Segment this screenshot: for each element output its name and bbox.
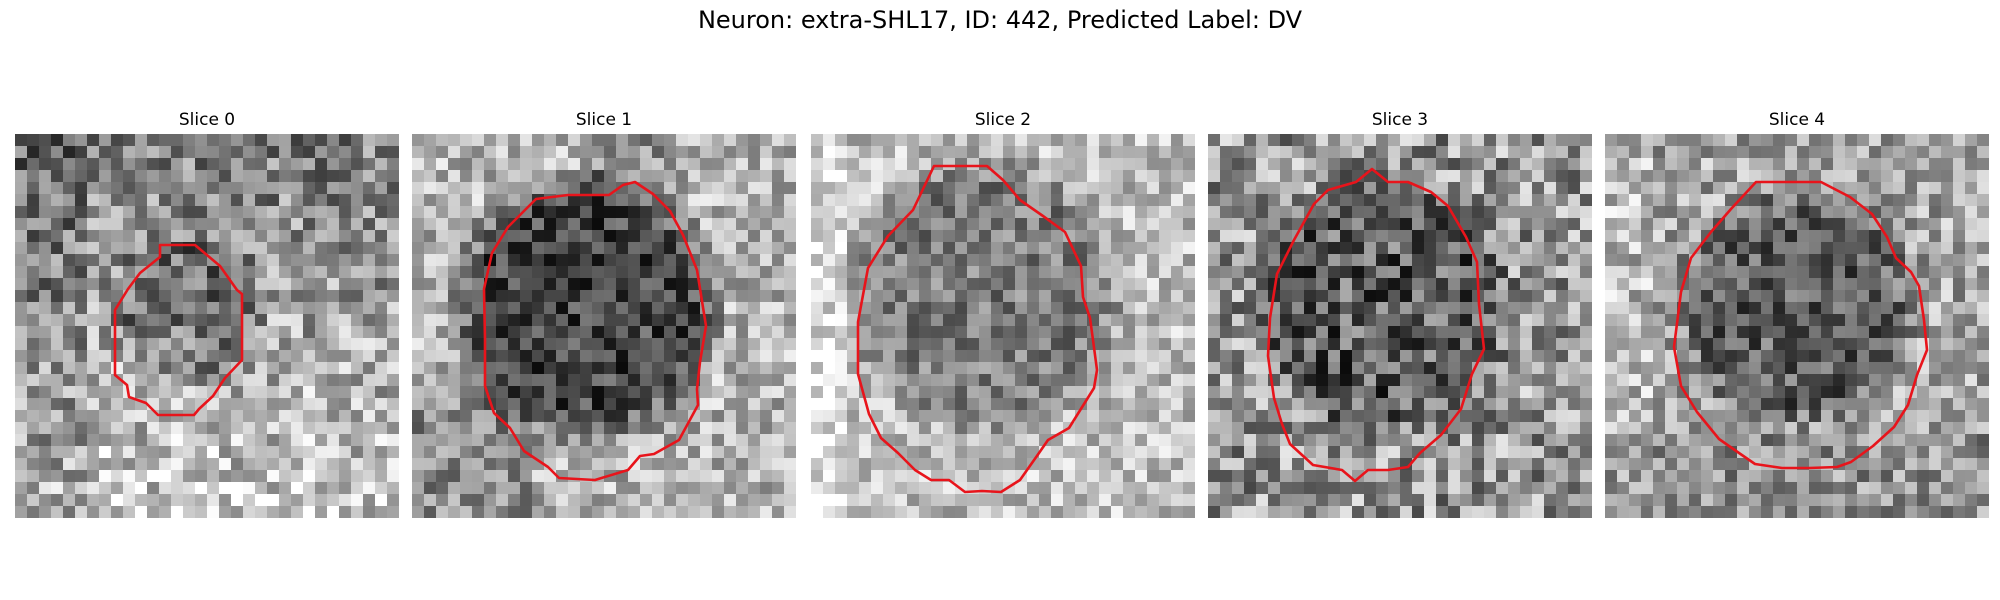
panel-slice-0	[15, 134, 399, 518]
slice-1-image	[412, 134, 796, 518]
figure-title: Neuron: extra-SHL17, ID: 442, Predicted …	[697, 6, 1303, 34]
slice-1-contour-layer	[482, 180, 708, 482]
slice-0-contour-layer	[113, 243, 244, 417]
slice-0-image	[15, 134, 399, 518]
panel-slice-4	[1605, 134, 1989, 518]
panel-title-slice-2: Slice 2	[974, 110, 1032, 130]
slice-2-roi-contour	[856, 164, 1099, 494]
slice-4-roi-contour	[1672, 180, 1929, 470]
panel-slice-2	[811, 134, 1195, 518]
slice-2-contour-layer	[856, 164, 1099, 494]
slice-3-image	[1208, 134, 1592, 518]
slice-4-contour-layer	[1672, 180, 1929, 470]
panel-slice-3	[1208, 134, 1592, 518]
panel-title-slice-3: Slice 3	[1371, 110, 1429, 130]
slice-0-roi-contour	[113, 243, 244, 417]
panel-slice-1	[412, 134, 796, 518]
slice-2-image	[811, 134, 1195, 518]
slice-1-roi-contour	[482, 180, 708, 482]
panel-title-slice-1: Slice 1	[575, 110, 633, 130]
slice-3-roi-contour	[1266, 167, 1486, 483]
slice-3-contour-layer	[1266, 167, 1486, 483]
panel-title-slice-0: Slice 0	[178, 110, 236, 130]
panel-title-slice-4: Slice 4	[1768, 110, 1826, 130]
